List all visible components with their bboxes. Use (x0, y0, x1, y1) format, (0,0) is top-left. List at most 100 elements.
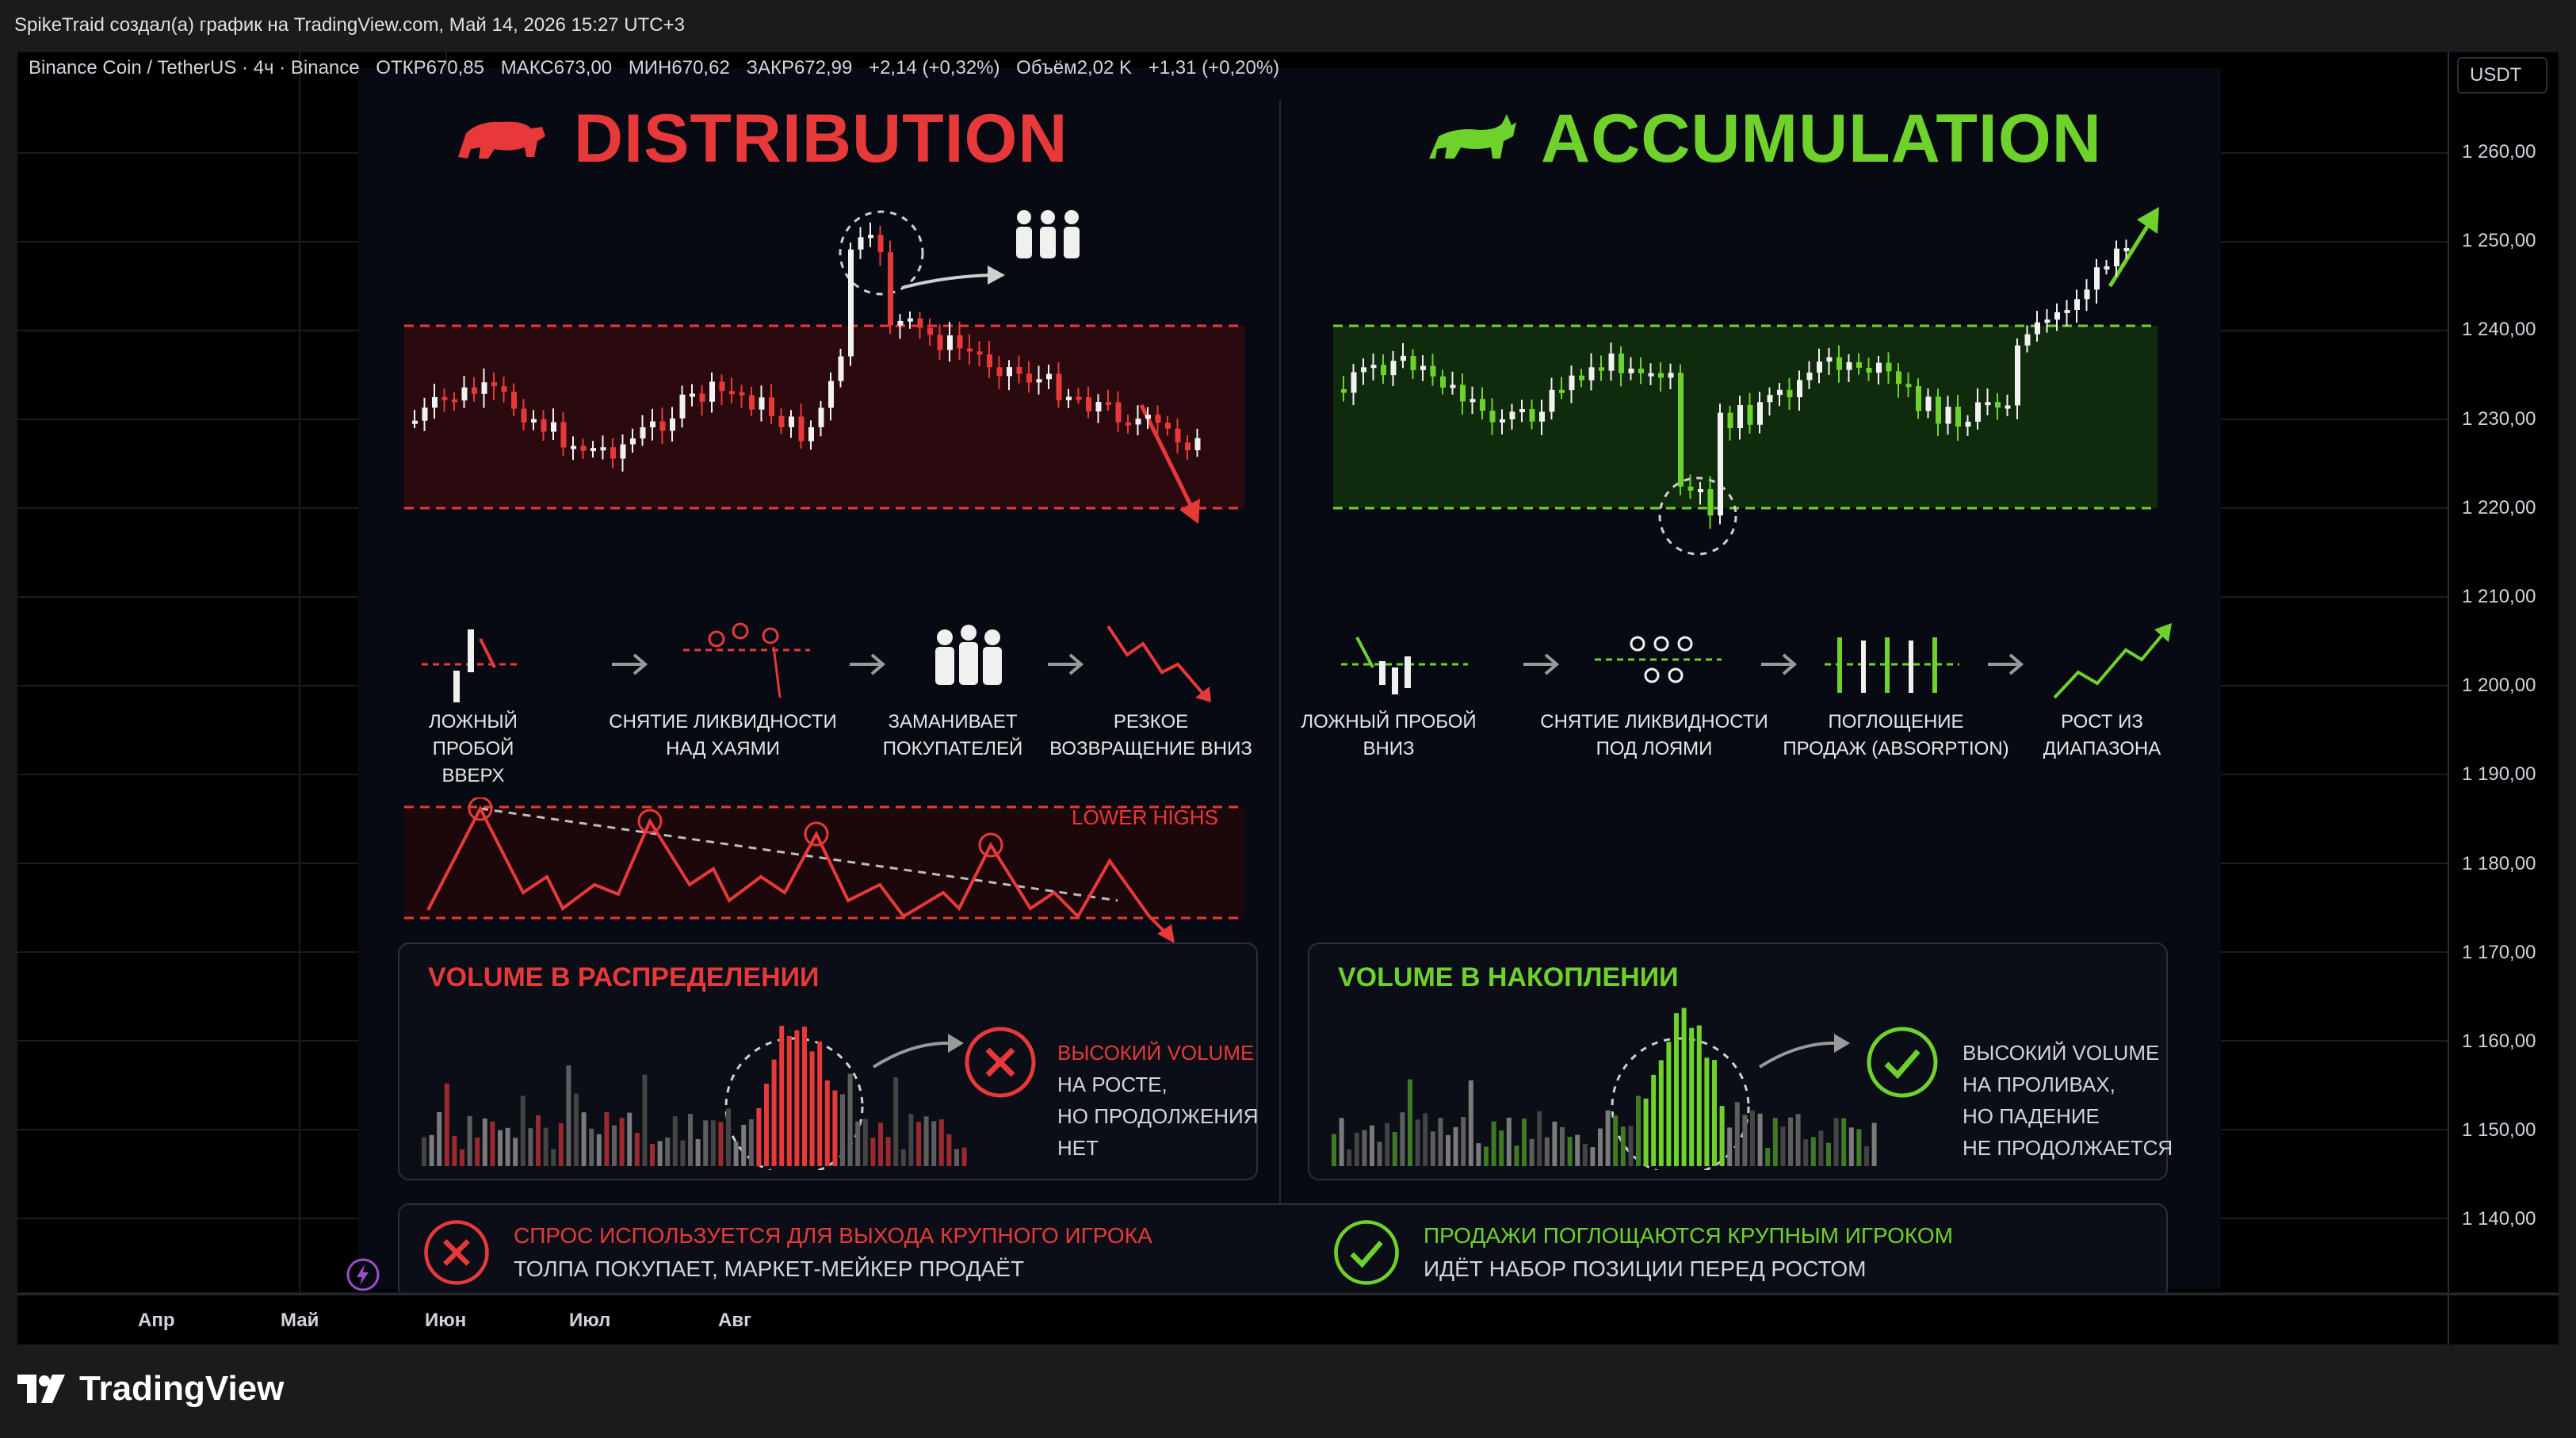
candle-body (1936, 396, 1941, 424)
volume-bar (1408, 1079, 1412, 1166)
liquidity-sweep-high-icon (683, 622, 810, 698)
price-label: 1 230,00 (2462, 407, 2536, 430)
candle-body (1757, 402, 1763, 425)
volume-bar (1529, 1138, 1535, 1166)
volume-bar (1636, 1096, 1641, 1166)
candle-body (789, 416, 794, 427)
volume-bar (604, 1111, 610, 1166)
volume-bar (855, 1121, 861, 1166)
down-arrow-head (1179, 499, 1200, 524)
sharp-drop-icon (1106, 625, 1211, 702)
volume-bar (452, 1135, 457, 1166)
legend-symbol[interactable]: Binance Coin / TetherUS · 4ч · Binance (29, 57, 360, 78)
volume-bar (627, 1112, 633, 1166)
volume-bar (764, 1084, 769, 1166)
volume-bar (1613, 1115, 1619, 1166)
price-label: 1 170,00 (2462, 941, 2536, 963)
candle-body (848, 249, 854, 357)
price-axis[interactable]: USDT 1 260,00 1 250,00 1 240,00 1 230,00 1 2… (2448, 52, 2559, 1292)
volume-bar (1780, 1126, 1786, 1166)
candle-body (1086, 397, 1091, 412)
summary-box (398, 1203, 2168, 1292)
candle-body (1509, 411, 1515, 420)
arrow-line (901, 273, 992, 289)
price-label: 1 240,00 (2462, 319, 2536, 341)
candle-body (1420, 365, 1426, 370)
distribution-summary: СПРОС ИСПОЛЬЗУЕТСЯ ДЛЯ ВЫХОДА КРУПНОГО И… (514, 1223, 1152, 1281)
volume-bar (1598, 1128, 1603, 1166)
volume-bar (1734, 1102, 1740, 1166)
legend-low: МИН670,62 (628, 57, 730, 78)
candle-body (1806, 373, 1813, 381)
candle-body (858, 237, 864, 250)
volume-bar (1848, 1127, 1854, 1166)
accumulation-step-2: СНЯТИЕ ЛИКВИДНОСТИ ПОД ЛОЯМИ (1540, 711, 1768, 759)
candle-body (650, 421, 655, 428)
volume-bar (946, 1134, 952, 1166)
price-label: 1 140,00 (2462, 1208, 2536, 1230)
distribution-volume-title: VOLUME В РАСПРЕДЕЛЕНИИ (428, 962, 820, 992)
candle-body (571, 446, 576, 449)
volume-bar (832, 1090, 838, 1166)
step-arrow-icon (1761, 653, 1798, 675)
candle-body (1836, 357, 1842, 370)
distribution-volume-note: ВЫСОКИЙ VOLUME НА РОСТЕ, НО ПРОДОЛЖЕНИЯ … (1057, 1041, 1259, 1160)
volume-bar (1871, 1122, 1877, 1166)
symbol-legend[interactable]: Binance Coin / TetherUS · 4ч · Binance О… (29, 57, 1290, 79)
volume-bar (619, 1118, 625, 1166)
candle-body (1569, 375, 1575, 391)
volume-bar (1750, 1110, 1755, 1166)
candle-body (808, 426, 814, 442)
candle-body (729, 391, 735, 395)
step-arrow-icon (850, 653, 886, 675)
accumulation-candles (1333, 207, 2159, 556)
legend-change: +2,14 (+0,32%) (869, 57, 1000, 78)
step-arrow-icon (1523, 653, 1560, 675)
candle-body (996, 367, 1003, 377)
candle-body (1126, 422, 1131, 426)
panel-divider (1279, 100, 1281, 1210)
candle-body (659, 421, 666, 431)
candle-body (1470, 399, 1476, 403)
candle-body (1608, 353, 1615, 371)
candle-body (2094, 267, 2100, 290)
volume-bar (1833, 1118, 1839, 1166)
time-label: Авг (718, 1310, 752, 1331)
accumulation-steps-icons (1341, 623, 2172, 699)
candle-body (412, 420, 418, 424)
candle-body (1076, 396, 1082, 400)
candle-body (1638, 368, 1644, 373)
price-label: 1 190,00 (2462, 763, 2536, 786)
legend-volume-change: +1,31 (+0,20%) (1148, 57, 1280, 78)
chart-pane[interactable]: Binance Coin / TetherUS · 4ч · Binance О… (17, 52, 2448, 1292)
volume-bar (498, 1130, 503, 1166)
volume-bar (1727, 1127, 1733, 1166)
candle-body (1185, 442, 1191, 450)
distribution-steps-icons (422, 622, 1211, 702)
volume-bar (1628, 1126, 1634, 1166)
currency-selector[interactable]: USDT (2457, 57, 2547, 94)
volume-bar (1476, 1143, 1481, 1166)
candle-body (917, 318, 923, 328)
candle-body (1370, 365, 1377, 369)
volume-bar (1590, 1147, 1596, 1166)
candle-body (1194, 438, 1201, 450)
volume-bar (809, 1051, 815, 1166)
candle-body (1965, 422, 1971, 427)
candle-body (2035, 322, 2040, 335)
volume-bar (862, 1119, 868, 1166)
volume-bar (1484, 1146, 1489, 1166)
lightning-icon[interactable] (346, 1257, 380, 1292)
step-arrow-icon (1988, 653, 2024, 675)
candle-body (1115, 402, 1122, 423)
candle-body (908, 318, 913, 322)
volume-bar (840, 1094, 845, 1166)
candle-body (1489, 411, 1496, 423)
time-axis[interactable]: Апр Май Июн Июл Авг (17, 1294, 2448, 1344)
tradingview-brand[interactable]: TradingView (17, 1365, 284, 1413)
volume-bar (665, 1137, 671, 1166)
volume-bar (961, 1147, 967, 1166)
step-arrow-icon (1048, 653, 1084, 675)
candle-body (461, 387, 468, 401)
volume-bar (733, 1142, 739, 1166)
